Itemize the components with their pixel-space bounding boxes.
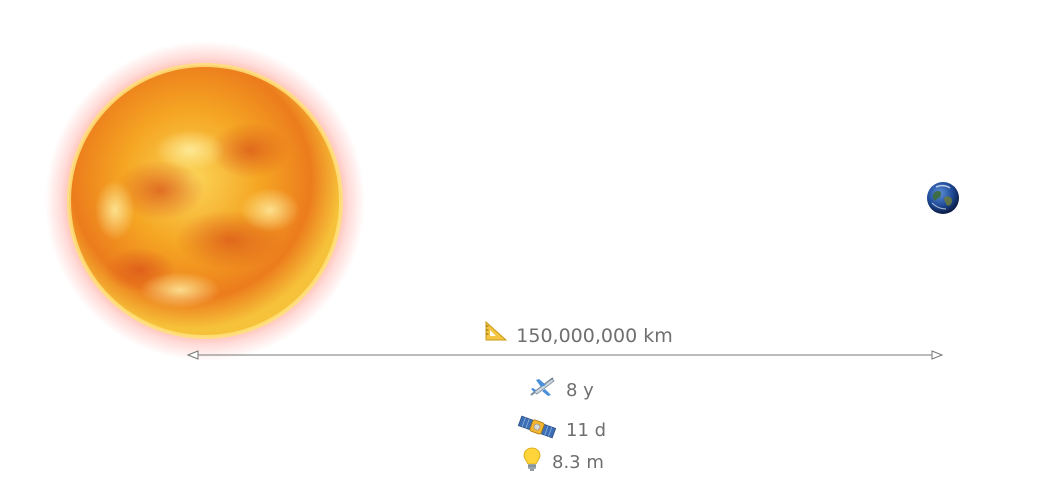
- triangular-ruler-icon: [484, 320, 508, 349]
- light-bulb-icon: [522, 446, 542, 480]
- distance-label: 150,000,000 km: [0, 320, 1039, 351]
- sun-image: [40, 40, 370, 370]
- travel-time-airplane: 8 y: [528, 375, 594, 407]
- travel-time-satellite: 11 d: [517, 414, 607, 448]
- airplane-icon: [528, 375, 556, 407]
- distance-arrow: [186, 347, 944, 361]
- travel-time-light: 8.3 m: [522, 446, 604, 480]
- travel-time-light-value: 8.3 m: [552, 452, 604, 473]
- distance-value: 150,000,000 km: [516, 325, 673, 347]
- travel-time-airplane-value: 8 y: [566, 380, 594, 401]
- satellite-icon: [517, 414, 557, 448]
- earth-image: [926, 181, 960, 215]
- travel-time-satellite-value: 11 d: [566, 420, 607, 441]
